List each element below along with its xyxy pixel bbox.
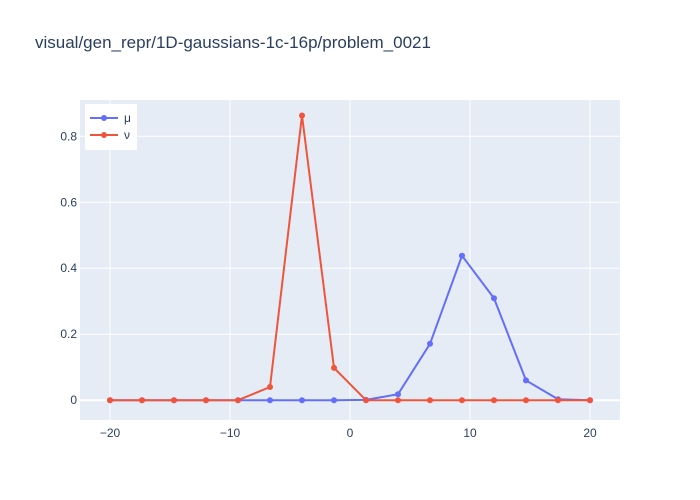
data-point [395, 397, 401, 404]
legend-box [85, 104, 137, 150]
data-point [170, 397, 177, 404]
data-point [331, 397, 338, 404]
data-point [299, 397, 305, 404]
data-point [523, 377, 530, 384]
data-point [458, 252, 465, 259]
data-point [362, 397, 369, 404]
series-2 [107, 112, 593, 404]
data-point [266, 397, 273, 404]
x-tick-label: 0 [347, 426, 354, 440]
data-point [203, 397, 209, 404]
y-tick-label: 0 [70, 393, 77, 407]
y-tick-label: 0.8 [60, 129, 77, 143]
data-point [266, 384, 273, 391]
data-point [107, 397, 113, 404]
data-point [299, 112, 305, 119]
data-point [331, 364, 338, 371]
legend: μν [85, 104, 137, 150]
series-line [110, 114, 590, 402]
legend-label[interactable]: μ [124, 111, 131, 125]
y-tick-label: 0.2 [60, 327, 77, 341]
legend-marker [101, 115, 107, 121]
data-point [395, 391, 401, 398]
x-tick-label: −20 [100, 426, 121, 440]
data-point [523, 397, 530, 404]
x-tick-label: 10 [463, 426, 477, 440]
chart-title: visual/gen_repr/1D-gaussians-1c-16p/prob… [35, 33, 431, 52]
data-point [458, 397, 465, 404]
y-tick-label: 0.4 [60, 261, 77, 275]
data-point [427, 340, 434, 347]
x-tick-label: −10 [220, 426, 241, 440]
data-point [554, 397, 561, 404]
data-point [491, 397, 497, 404]
data-point [427, 397, 434, 404]
legend-label[interactable]: ν [124, 128, 130, 142]
data-point [491, 295, 497, 302]
data-point [139, 397, 146, 404]
data-point [235, 397, 242, 404]
x-tick-label: 20 [583, 426, 597, 440]
legend-marker [101, 132, 107, 138]
data-point [587, 397, 593, 404]
y-tick-label: 0.6 [60, 195, 77, 209]
